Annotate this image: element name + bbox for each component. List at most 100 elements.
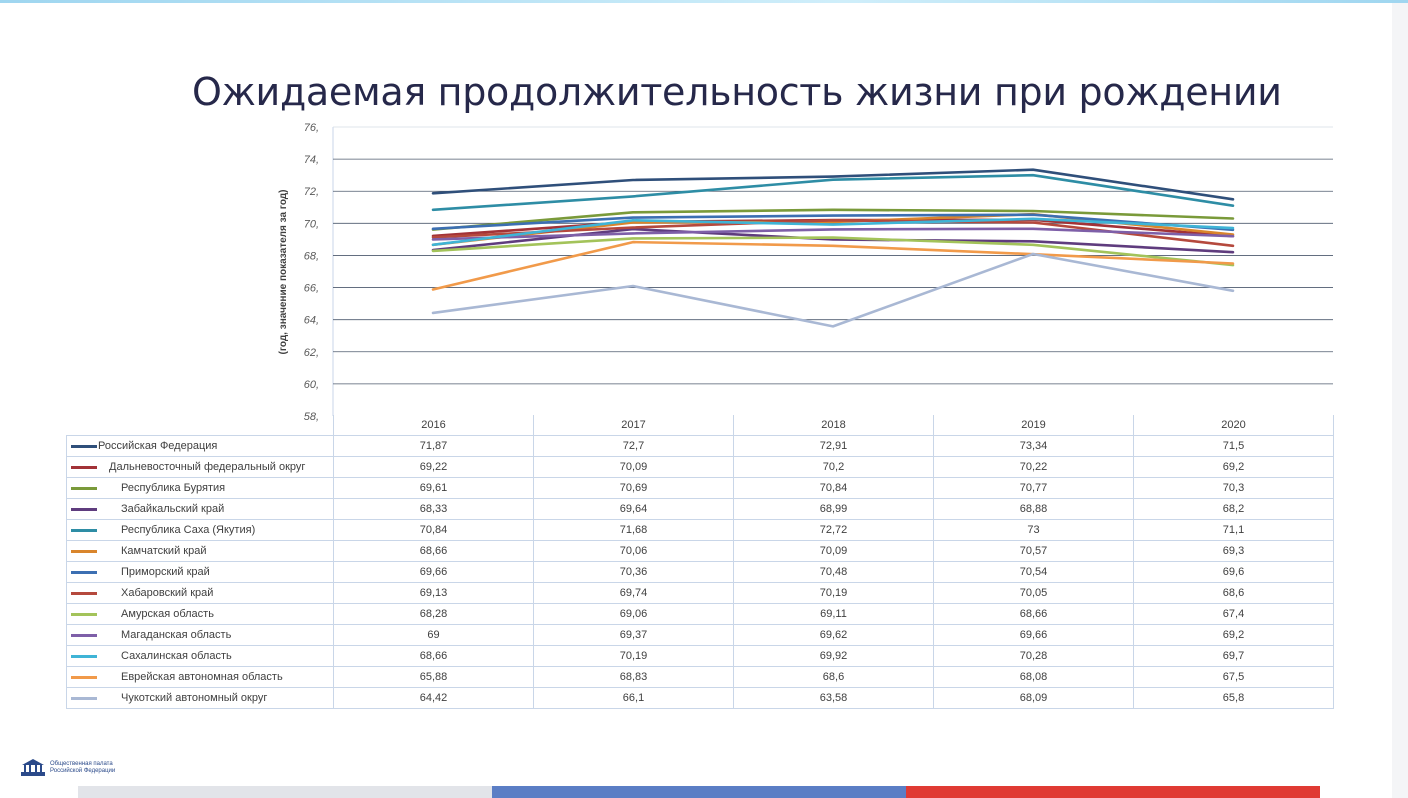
series-name-cell: Сахалинская область	[66, 645, 334, 667]
series-name-cell: Амурская область	[66, 603, 334, 625]
data-cell: 69,64	[533, 498, 734, 520]
y-axis-label: (год, значение показателя за год)	[278, 190, 289, 355]
data-cell: 70,36	[533, 561, 734, 583]
legend-key	[71, 654, 97, 658]
legend-key	[71, 591, 97, 595]
data-cell: 70,84	[333, 519, 534, 541]
data-cell: 68,83	[533, 666, 734, 688]
data-cell: 69,11	[733, 603, 934, 625]
series-line-7	[431, 213, 1235, 232]
data-cell: 69,74	[533, 582, 734, 604]
y-tick-label: 58,	[304, 411, 319, 423]
legend-label: Хабаровский край	[121, 587, 214, 599]
data-cell: 69,2	[1133, 624, 1334, 646]
series-name-cell: Забайкальский край	[66, 498, 334, 520]
data-cell: 64,42	[333, 687, 534, 709]
y-tick-label: 66,	[304, 283, 319, 295]
table-row: Амурская область 68,28 69,06 69,11 68,66 67,4	[66, 603, 1334, 625]
legend-label: Камчатский край	[121, 545, 207, 557]
data-table: 2016 2017 2018 2019 2020 Российская Федерация…	[66, 415, 1334, 709]
legend-label: Магаданская область	[121, 629, 232, 641]
series-line-12	[431, 240, 1235, 291]
y-tick-label: 70,	[304, 218, 319, 230]
x-tick-label: 2016	[333, 415, 534, 436]
data-cell: 68,99	[733, 498, 934, 520]
legend-key	[71, 444, 97, 448]
series-line-11	[431, 217, 1235, 247]
data-cell: 70,48	[733, 561, 934, 583]
data-cell: 65,8	[1133, 687, 1334, 709]
top-accent-line	[0, 0, 1408, 3]
data-cell: 70,19	[533, 645, 734, 667]
series-name-cell: Хабаровский край	[66, 582, 334, 604]
data-cell: 70,06	[533, 540, 734, 562]
data-cell: 69,6	[1133, 561, 1334, 583]
data-cell: 70,22	[933, 456, 1134, 478]
data-cell: 71,1	[1133, 519, 1334, 541]
table-row: Забайкальский край 68,33 69,64 68,99 68,88 68…	[66, 498, 1334, 520]
data-cell: 70,09	[533, 456, 734, 478]
data-cell: 71,68	[533, 519, 734, 541]
series-line-1	[431, 168, 1235, 201]
series-name-cell: Камчатский край	[66, 540, 334, 562]
data-cell: 68,66	[333, 645, 534, 667]
series-name-cell: Чукотский автономный округ	[66, 687, 334, 709]
table-row: Еврейская автономная область 65,88 68,83 68…	[66, 666, 1334, 688]
legend-label: Забайкальский край	[121, 503, 225, 515]
data-cell: 70,77	[933, 477, 1134, 499]
x-tick-label: 2020	[1133, 415, 1334, 436]
data-cell: 69,3	[1133, 540, 1334, 562]
data-cell: 70,05	[933, 582, 1134, 604]
y-tick-label: 76,	[304, 122, 319, 134]
x-tick-label: 2017	[533, 415, 734, 436]
series-name-cell: Приморский край	[66, 561, 334, 583]
series-name-cell: Дальневосточный федеральный округ	[66, 456, 334, 478]
data-cell: 69,66	[333, 561, 534, 583]
data-cell: 68,09	[933, 687, 1134, 709]
data-cell: 69,61	[333, 477, 534, 499]
table-corner	[67, 415, 334, 436]
data-cell: 70,19	[733, 582, 934, 604]
data-cell: 69,22	[333, 456, 534, 478]
data-cell: 68,2	[1133, 498, 1334, 520]
data-cell: 72,91	[733, 435, 934, 457]
data-cell: 69,13	[333, 582, 534, 604]
y-tick-label: 74,	[304, 154, 319, 166]
table-row: Чукотский автономный округ 64,42 66,1 63,58…	[66, 687, 1334, 709]
data-cell: 69,66	[933, 624, 1134, 646]
table-row: Магаданская область 69 69,37 69,62 69,66 69,2	[66, 624, 1334, 646]
data-cell: 70,28	[933, 645, 1134, 667]
data-cell: 68,88	[933, 498, 1134, 520]
series-line-3	[431, 208, 1235, 231]
legend-key	[71, 507, 97, 511]
table-row: Хабаровский край 69,13 69,74 70,19 70,05 68,6	[66, 582, 1334, 604]
data-cell: 70,2	[733, 456, 934, 478]
logo-text-line1: Общественная палата	[50, 761, 113, 767]
series-line-5	[431, 173, 1235, 212]
organization-logo: Общественная палата Российской Федерации	[20, 758, 115, 778]
legend-key	[71, 633, 97, 637]
data-cell: 67,4	[1133, 603, 1334, 625]
data-cell: 72,7	[533, 435, 734, 457]
y-tick-label: 62,	[304, 347, 319, 359]
data-cell: 66,1	[533, 687, 734, 709]
footer-bar-red	[906, 786, 1320, 798]
legend-key	[71, 612, 97, 616]
data-cell: 69,62	[733, 624, 934, 646]
legend-key	[71, 486, 97, 490]
data-cell: 68,66	[933, 603, 1134, 625]
footer-bar-blue	[492, 786, 906, 798]
data-cell: 68,6	[733, 666, 934, 688]
series-name-cell: Республика Бурятия	[66, 477, 334, 499]
data-cell: 73,34	[933, 435, 1134, 457]
series-line-13	[431, 252, 1235, 328]
data-cell: 70,69	[533, 477, 734, 499]
data-cell: 69,7	[1133, 645, 1334, 667]
data-cell: 63,58	[733, 687, 934, 709]
legend-label: Сахалинская область	[121, 650, 232, 662]
data-cell: 70,54	[933, 561, 1134, 583]
x-tick-label: 2018	[733, 415, 934, 436]
data-cell: 68,28	[333, 603, 534, 625]
data-cell: 69,92	[733, 645, 934, 667]
